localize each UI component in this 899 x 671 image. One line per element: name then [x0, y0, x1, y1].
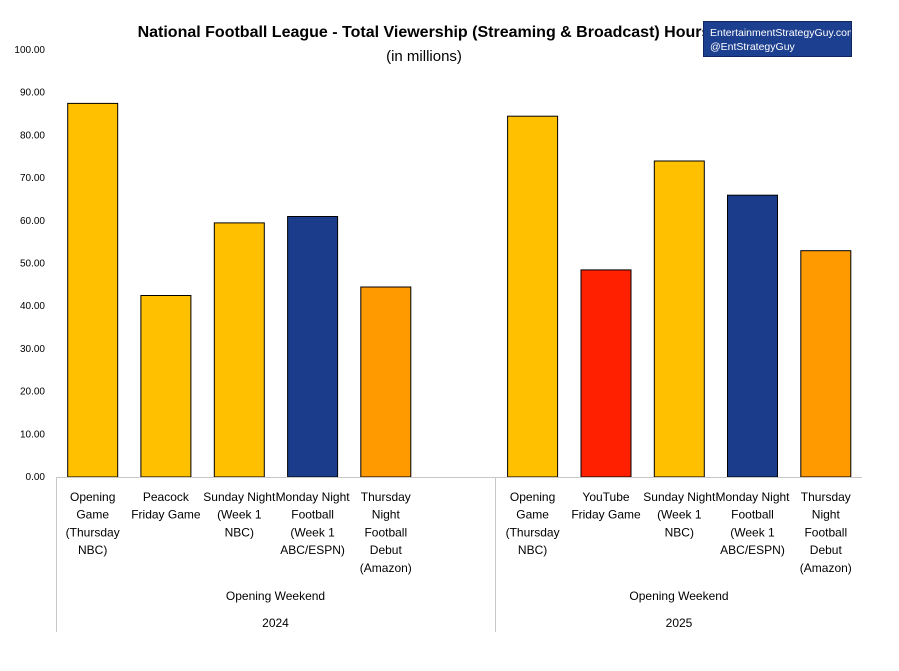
x-axis: Opening Game (Thursday NBC) Peacock Friday Ga…: [56, 477, 862, 632]
category-label: Peacock Friday Game: [131, 490, 201, 522]
y-tick-label: 70.00: [20, 173, 45, 184]
y-tick-label: 0.00: [26, 472, 46, 483]
year-label: 2025: [666, 616, 693, 630]
bar: [140, 295, 192, 478]
bar: [360, 286, 412, 478]
category-label: Thursday Night Football Debut (Amazon): [360, 490, 412, 575]
chart-subtitle: (in millions): [386, 48, 462, 65]
category-label: Opening Game (Thursday NBC): [506, 490, 560, 557]
group-label: Opening Weekend: [226, 589, 325, 603]
y-tick-label: 60.00: [20, 216, 45, 227]
category-label: Sunday Night (Week 1 NBC): [643, 490, 716, 539]
source-website: EntertainmentStrategyGuy.com: [710, 27, 852, 39]
year-label: 2024: [262, 616, 289, 630]
chart-title: National Football League - Total Viewers…: [138, 24, 711, 41]
y-tick-label: 30.00: [20, 344, 45, 355]
category-label: Thursday Night Football Debut (Amazon): [800, 490, 852, 575]
y-tick-label: 100.00: [14, 45, 45, 56]
bar: [213, 222, 265, 478]
y-tick-label: 20.00: [20, 387, 45, 398]
bar: [653, 160, 705, 478]
group-label: Opening Weekend: [629, 589, 728, 603]
y-tick-label: 80.00: [20, 130, 45, 141]
bar: [800, 250, 852, 478]
category-label: Monday Night Football (Week 1 ABC/ESPN): [276, 490, 351, 557]
bar: [507, 115, 559, 478]
y-tick-label: 40.00: [20, 301, 45, 312]
bar: [287, 216, 339, 478]
bar: [580, 269, 632, 478]
category-label: Monday Night Football (Week 1 ABC/ESPN): [715, 490, 790, 557]
bar: [67, 102, 119, 478]
category-label: Opening Game (Thursday NBC): [66, 490, 120, 557]
bars: [67, 102, 852, 478]
y-tick-label: 90.00: [20, 88, 45, 99]
y-tick-label: 50.00: [20, 259, 45, 270]
y-axis: 0.00 10.00 20.00 30.00 40.00 50.00 60.00 70.00 8…: [14, 45, 45, 483]
category-label: YouTube Friday Game: [571, 490, 641, 522]
bar: [727, 194, 778, 478]
source-handle: @EntStrategyGuy: [710, 41, 795, 53]
category-label: Sunday Night (Week 1 NBC): [203, 490, 276, 539]
y-tick-label: 10.00: [20, 429, 45, 440]
source-badge: EntertainmentStrategyGuy.com @EntStrateg…: [703, 21, 852, 57]
